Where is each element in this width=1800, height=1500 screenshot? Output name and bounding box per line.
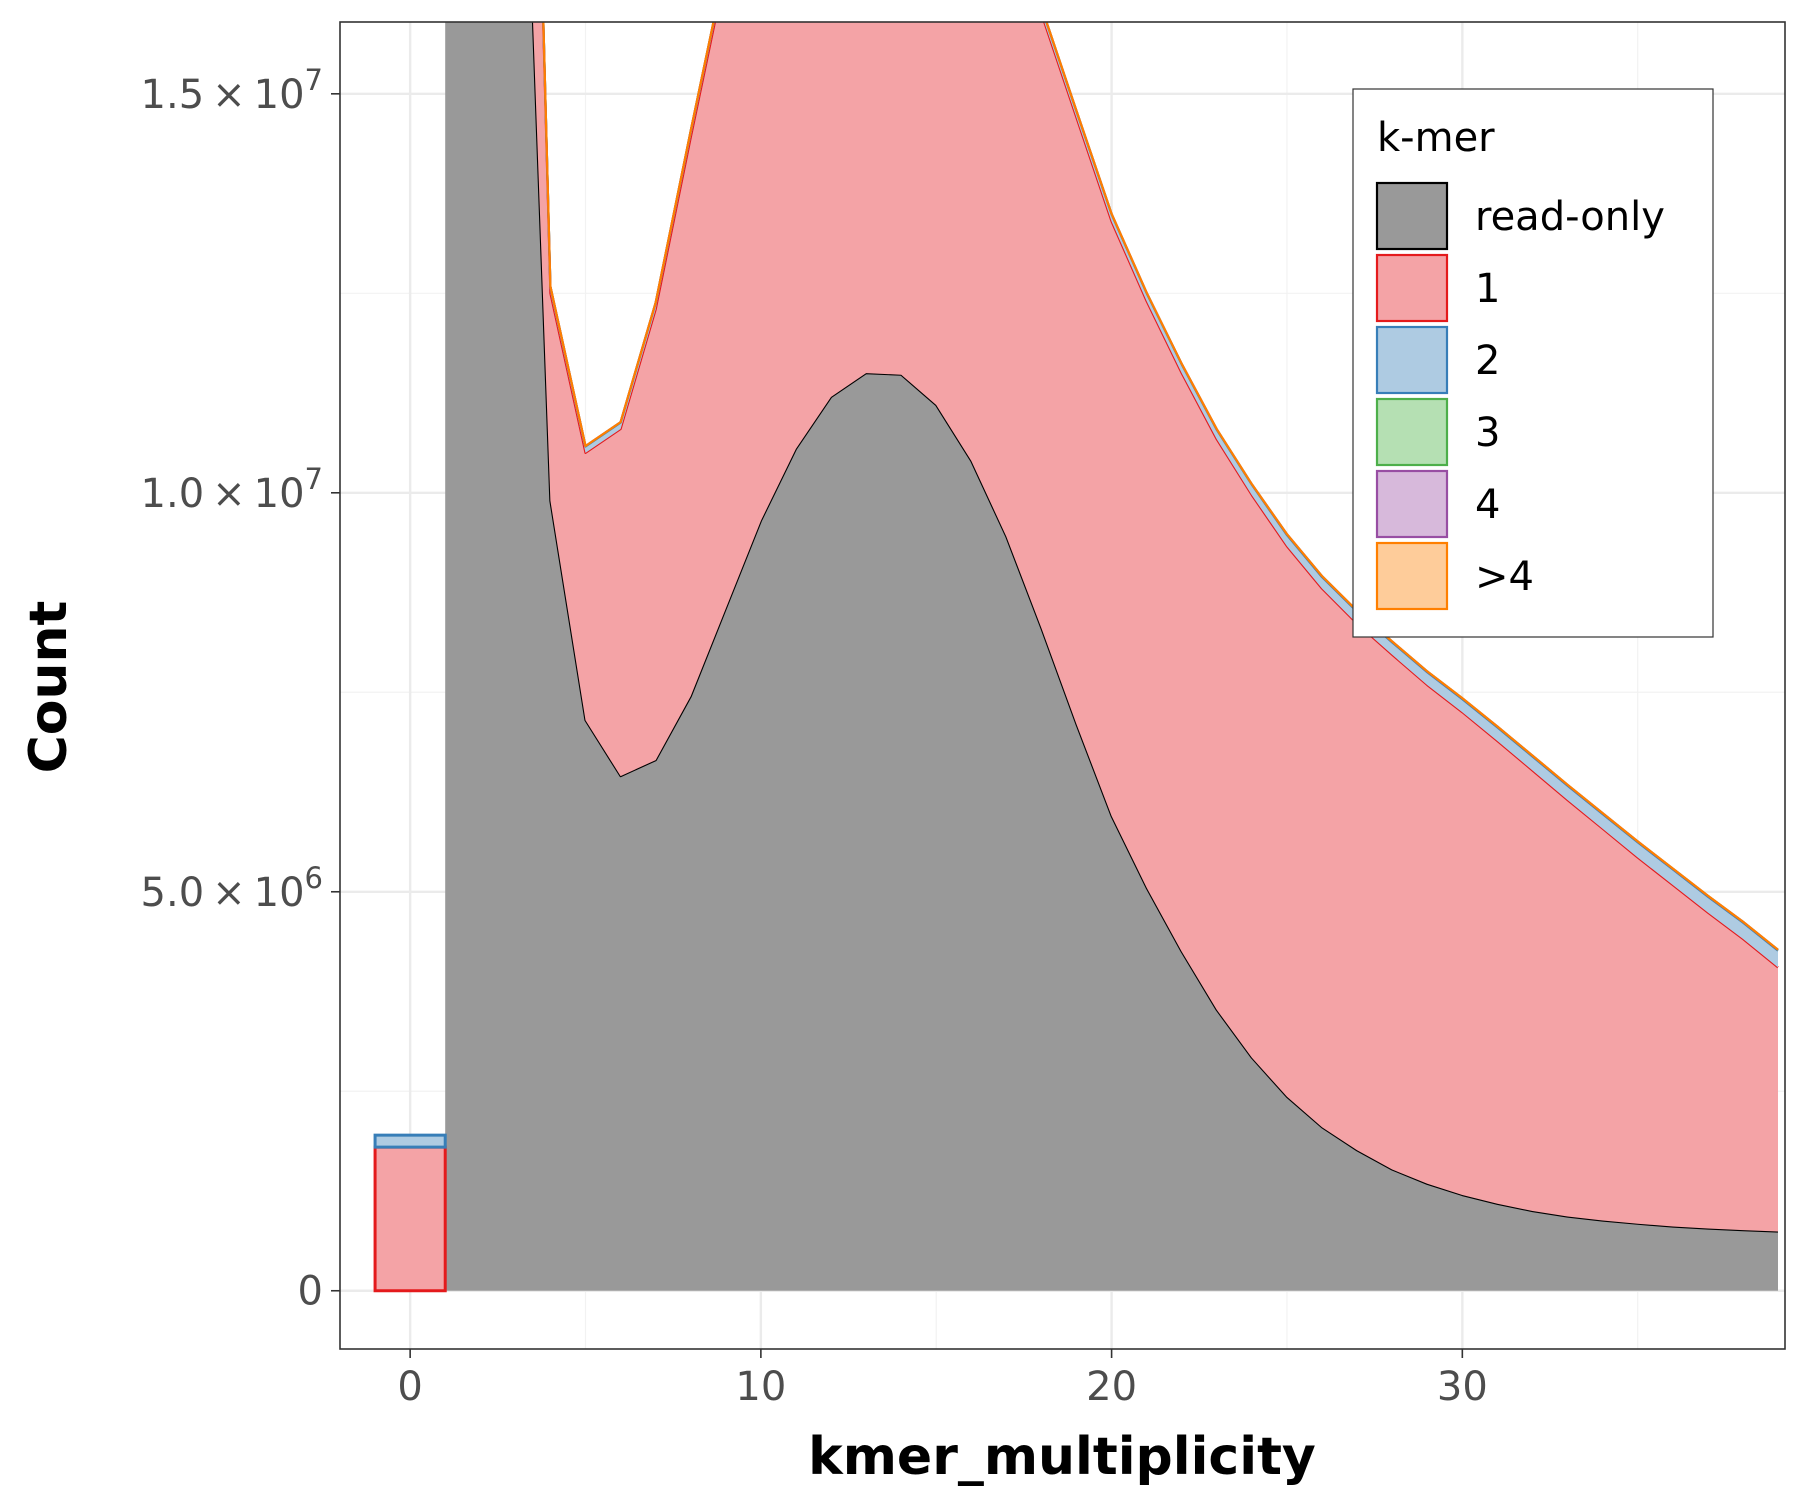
zero-bar-segment-1	[373, 1145, 447, 1293]
legend: k-mer read-only 1 2 3 4 >4	[1352, 88, 1714, 638]
x-tick-label: 20	[1086, 1364, 1137, 1410]
zero-bar-segment-2	[373, 1133, 447, 1149]
x-tick-label: 30	[1437, 1364, 1488, 1410]
x-axis-ticks: 0 10 20 30	[397, 1349, 1488, 1410]
y-tick-label: 1.5 × 107	[141, 63, 323, 118]
legend-key-5	[1375, 469, 1449, 539]
legend-entries: read-only 1 2 3 4 >4	[1375, 181, 1665, 611]
zero-multiplicity-bar	[373, 1133, 447, 1293]
legend-label-4: 3	[1475, 410, 1500, 456]
legend-label-6: >4	[1475, 554, 1534, 600]
y-axis-ticks: 0 5.0 × 106 1.0 × 107 1.5 × 107	[141, 63, 340, 1315]
x-axis-title: kmer_multiplicity	[808, 1427, 1316, 1487]
legend-key-3	[1375, 325, 1449, 395]
area-1	[533, 22, 1778, 1232]
y-axis-title: Count	[19, 601, 79, 774]
y-tick-label: 0	[298, 1269, 323, 1315]
plot-border	[339, 21, 1786, 1350]
legend-label-3: 2	[1475, 338, 1500, 384]
area-readonly	[445, 22, 1778, 1291]
legend-title: k-mer	[1377, 115, 1495, 161]
y-tick-label: 1.0 × 107	[141, 462, 323, 517]
stacked-areas	[445, 22, 1779, 1291]
legend-key-1	[1375, 181, 1449, 251]
legend-label-5: 4	[1475, 482, 1500, 528]
legend-label-2: 1	[1475, 266, 1500, 312]
legend-key-6	[1375, 541, 1449, 611]
legend-label-1: read-only	[1475, 194, 1665, 240]
legend-key-4	[1375, 397, 1449, 467]
area-outline	[542, 22, 1779, 951]
x-tick-label: 0	[397, 1364, 422, 1410]
y-tick-label: 5.0 × 106	[141, 861, 323, 916]
x-tick-label: 10	[735, 1364, 786, 1410]
legend-key-2	[1375, 253, 1449, 323]
